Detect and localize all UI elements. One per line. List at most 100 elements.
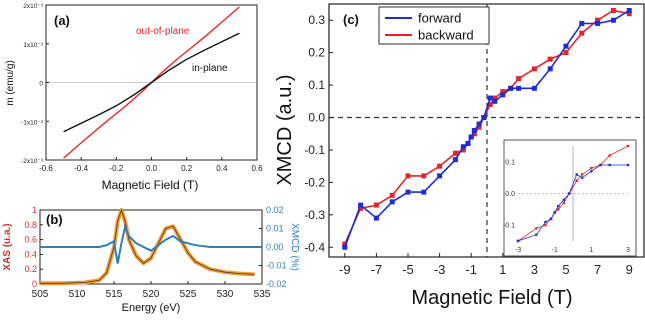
- legend-label-backward: backward: [418, 28, 474, 43]
- y-tick-label-left: 0.6: [24, 235, 37, 245]
- x-tick-label: 1: [499, 262, 506, 277]
- inset-data-point-backward: [562, 201, 566, 205]
- data-point-forward: [487, 95, 493, 101]
- data-point-forward: [460, 144, 466, 150]
- data-point-backward: [516, 76, 522, 82]
- inset-data-point-forward: [599, 163, 602, 167]
- y-tick-label: -0.1: [304, 143, 325, 157]
- data-point-forward: [481, 115, 487, 121]
- data-point-forward: [358, 202, 364, 208]
- data-point-backward: [476, 124, 482, 130]
- series-label-in-plane: in-plane: [192, 63, 228, 74]
- data-point-forward: [421, 189, 427, 195]
- data-point-backward: [492, 95, 498, 101]
- inset-data-point-backward: [535, 227, 538, 230]
- data-point-backward: [389, 192, 395, 198]
- data-point-forward: [342, 244, 348, 250]
- data-point-forward: [465, 140, 471, 146]
- data-point-forward: [468, 134, 474, 140]
- data-point-backward: [452, 150, 458, 156]
- inset-data-point-forward: [575, 173, 578, 176]
- x-tick-label: -0.2: [109, 164, 123, 173]
- inset-data-point-forward: [544, 220, 547, 224]
- inset-data-point-forward: [580, 176, 584, 179]
- y-tick-label: -0.4: [304, 240, 325, 254]
- y-tick-label: 0.0: [308, 111, 325, 125]
- x-tick-label: 0.2: [181, 164, 193, 173]
- y-tick-label-right: 0.00: [266, 242, 284, 252]
- y-tick-label-left: 1: [32, 205, 37, 215]
- x-tick-label: 520: [143, 289, 160, 300]
- data-point-forward: [437, 173, 443, 179]
- y-tick-label: -0.2: [304, 175, 325, 189]
- series-line-forward: [344, 9, 630, 248]
- y-tick-label: 0.3: [308, 13, 325, 27]
- inset-y-tick-label: -0.1: [503, 223, 515, 230]
- data-point-backward: [358, 205, 364, 211]
- y-axis-label-left: XAS (u.a.): [2, 223, 13, 270]
- y-axis-label: XMCD (a.u.): [274, 74, 296, 185]
- x-tick-label: -0.4: [74, 164, 88, 173]
- series-label-out-of-plane: out-of-plane: [136, 26, 190, 37]
- x-tick-label: 505: [32, 289, 49, 300]
- x-axis-label: Energy (eV): [122, 302, 181, 314]
- x-tick-label: 515: [106, 289, 123, 300]
- y-tick-label-right: 0.01: [266, 224, 284, 234]
- x-tick-label: 510: [69, 289, 86, 300]
- data-point-forward: [516, 85, 522, 91]
- data-point-forward: [563, 43, 569, 49]
- data-point-forward: [471, 128, 477, 133]
- y-tick-label-left: 0.8: [24, 220, 37, 230]
- y-tick-label: -0.3: [304, 208, 325, 222]
- x-tick-label: -3: [434, 262, 446, 277]
- data-point-backward: [626, 11, 632, 17]
- inset-data-point-backward: [557, 208, 560, 211]
- y-tick-label: 0.1: [308, 78, 325, 92]
- x-axis-label: Magnetic Field (T): [411, 287, 572, 309]
- inset-data-point-backward: [608, 154, 611, 157]
- x-tick-label: 7: [594, 262, 601, 277]
- data-point-backward: [547, 56, 553, 62]
- inset-data-point-forward: [535, 233, 538, 236]
- data-point-forward: [389, 199, 395, 205]
- data-point-backward: [531, 66, 537, 72]
- series-line-in-plane: [63, 32, 240, 133]
- inset-x-tick-label: -1: [552, 247, 558, 254]
- x-tick-label: -7: [371, 262, 383, 277]
- data-point-forward: [500, 92, 506, 98]
- inset-data-point-forward: [626, 163, 630, 167]
- y-tick-label: 1x10⁻³: [23, 42, 44, 49]
- data-point-forward: [547, 66, 553, 72]
- x-tick-label: 0.6: [251, 164, 263, 173]
- inset-data-point-forward: [549, 217, 553, 221]
- data-point-forward: [626, 7, 632, 13]
- inset-data-point-backward: [580, 173, 584, 176]
- y-tick-label-right: 0.02: [266, 205, 284, 215]
- x-tick-label: -0.6: [39, 164, 53, 173]
- data-point-backward: [373, 202, 379, 208]
- series-line-xmcd: [40, 223, 262, 264]
- x-tick-label: -9: [339, 262, 351, 277]
- x-tick-label: 0.0: [146, 164, 158, 173]
- panel-c-xmcd-field-chart: -9 -7 -5 -3 -1 1 3 5 7 9 -0.4 -0.3 -0.2 -0.1 0.0 0.1 0.2…: [274, 3, 645, 309]
- data-point-forward: [508, 85, 514, 91]
- x-axis-label: Magnetic Field (T): [102, 178, 199, 192]
- data-point-forward: [531, 85, 537, 91]
- y-tick-label: -2x10⁻³: [21, 158, 44, 165]
- inset-x-tick-label: 1: [589, 247, 593, 254]
- inset-data-point-forward: [562, 198, 566, 202]
- inset-y-tick-label: 0.1: [505, 159, 515, 166]
- x-tick-label: 5: [562, 262, 569, 277]
- panel-b-xas-xmcd-chart: 505 510 515 520 525 530 535 0 0.2 0.4 0.6 0.8 1 -0.02…: [2, 205, 300, 314]
- inset-data-point-backward: [575, 179, 578, 183]
- y-tick-label: -1x10⁻³: [21, 119, 44, 126]
- inset-chart: -3 -1 1 3 -0.1 0.0 0.1: [503, 139, 637, 257]
- inset-data-point-backward: [544, 223, 547, 227]
- data-point-backward: [405, 173, 411, 179]
- inset-data-point-backward: [590, 166, 593, 170]
- data-point-backward: [595, 17, 601, 23]
- data-point-forward: [492, 98, 498, 104]
- data-point-backward: [563, 50, 569, 56]
- y-tick-label: 2x10⁻³: [23, 3, 44, 10]
- data-point-backward: [421, 173, 427, 179]
